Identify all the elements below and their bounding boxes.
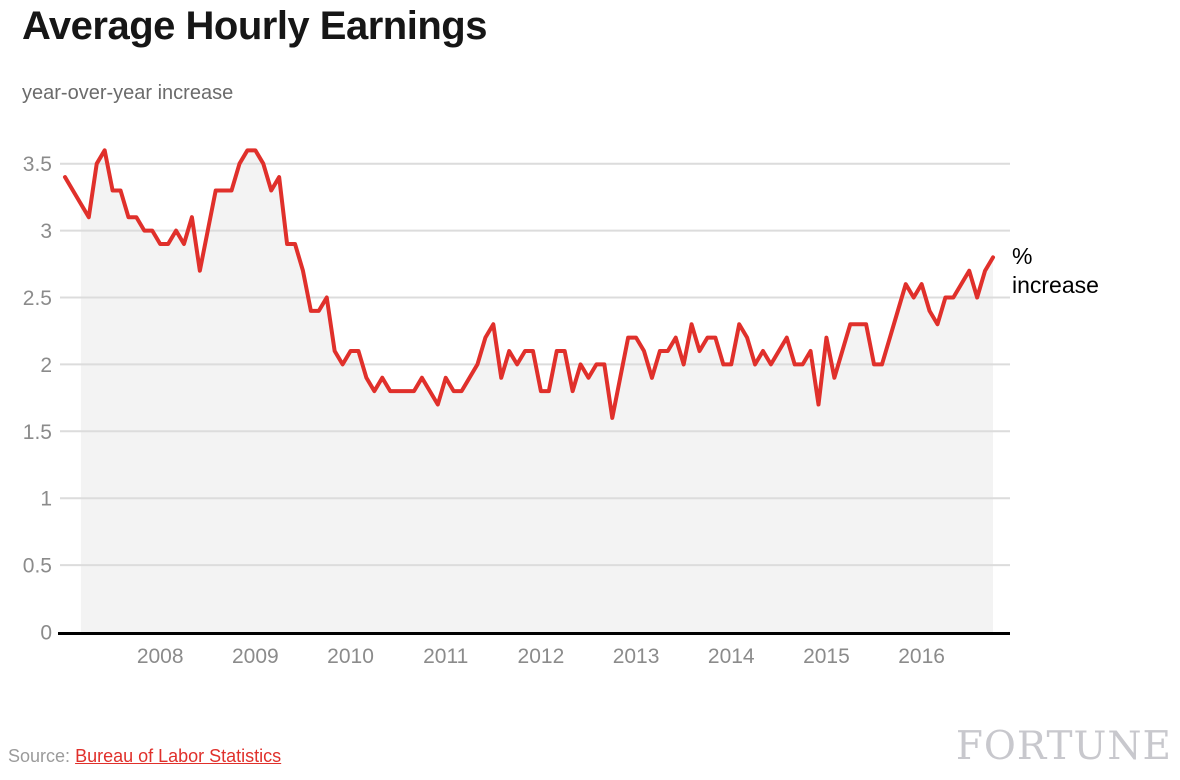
y-tick-label: 2	[40, 354, 52, 377]
y-tick-label: 1.5	[23, 421, 52, 444]
x-tick-label: 2010	[327, 645, 374, 668]
y-tick-label: 3	[40, 220, 52, 243]
pct-increase-label: % increase	[1012, 242, 1099, 300]
chart-subtitle: year-over-year increase	[22, 82, 234, 104]
source-line: Source: Bureau of Labor Statistics	[8, 746, 281, 767]
x-tick-label: 2011	[423, 645, 468, 668]
x-tick-label: 2015	[803, 645, 850, 668]
fortune-logo: FORTUNE	[955, 724, 1172, 769]
x-tick-label: 2012	[518, 645, 565, 668]
earnings-line	[63, 148, 995, 420]
y-tick-label: 3.5	[23, 153, 52, 176]
x-tick-label: 2008	[137, 645, 184, 668]
y-tick-label: 2.5	[23, 287, 52, 310]
pct-increase-line2: increase	[1012, 272, 1099, 298]
x-tick-label: 2016	[898, 645, 945, 668]
y-tick-label: 1	[40, 488, 52, 511]
y-tick-label: 0	[40, 622, 52, 645]
x-tick-label: 2013	[613, 645, 660, 668]
x-tick-label: 2009	[232, 645, 279, 668]
source-link[interactable]: Bureau of Labor Statistics	[75, 746, 282, 766]
pct-increase-line1: %	[1012, 243, 1033, 269]
page-title: Average Hourly Earnings	[22, 4, 487, 48]
x-tick-label: 2014	[708, 645, 755, 668]
source-label: Source:	[8, 746, 71, 766]
y-tick-label: 0.5	[23, 555, 52, 578]
area-fill	[80, 150, 993, 632]
